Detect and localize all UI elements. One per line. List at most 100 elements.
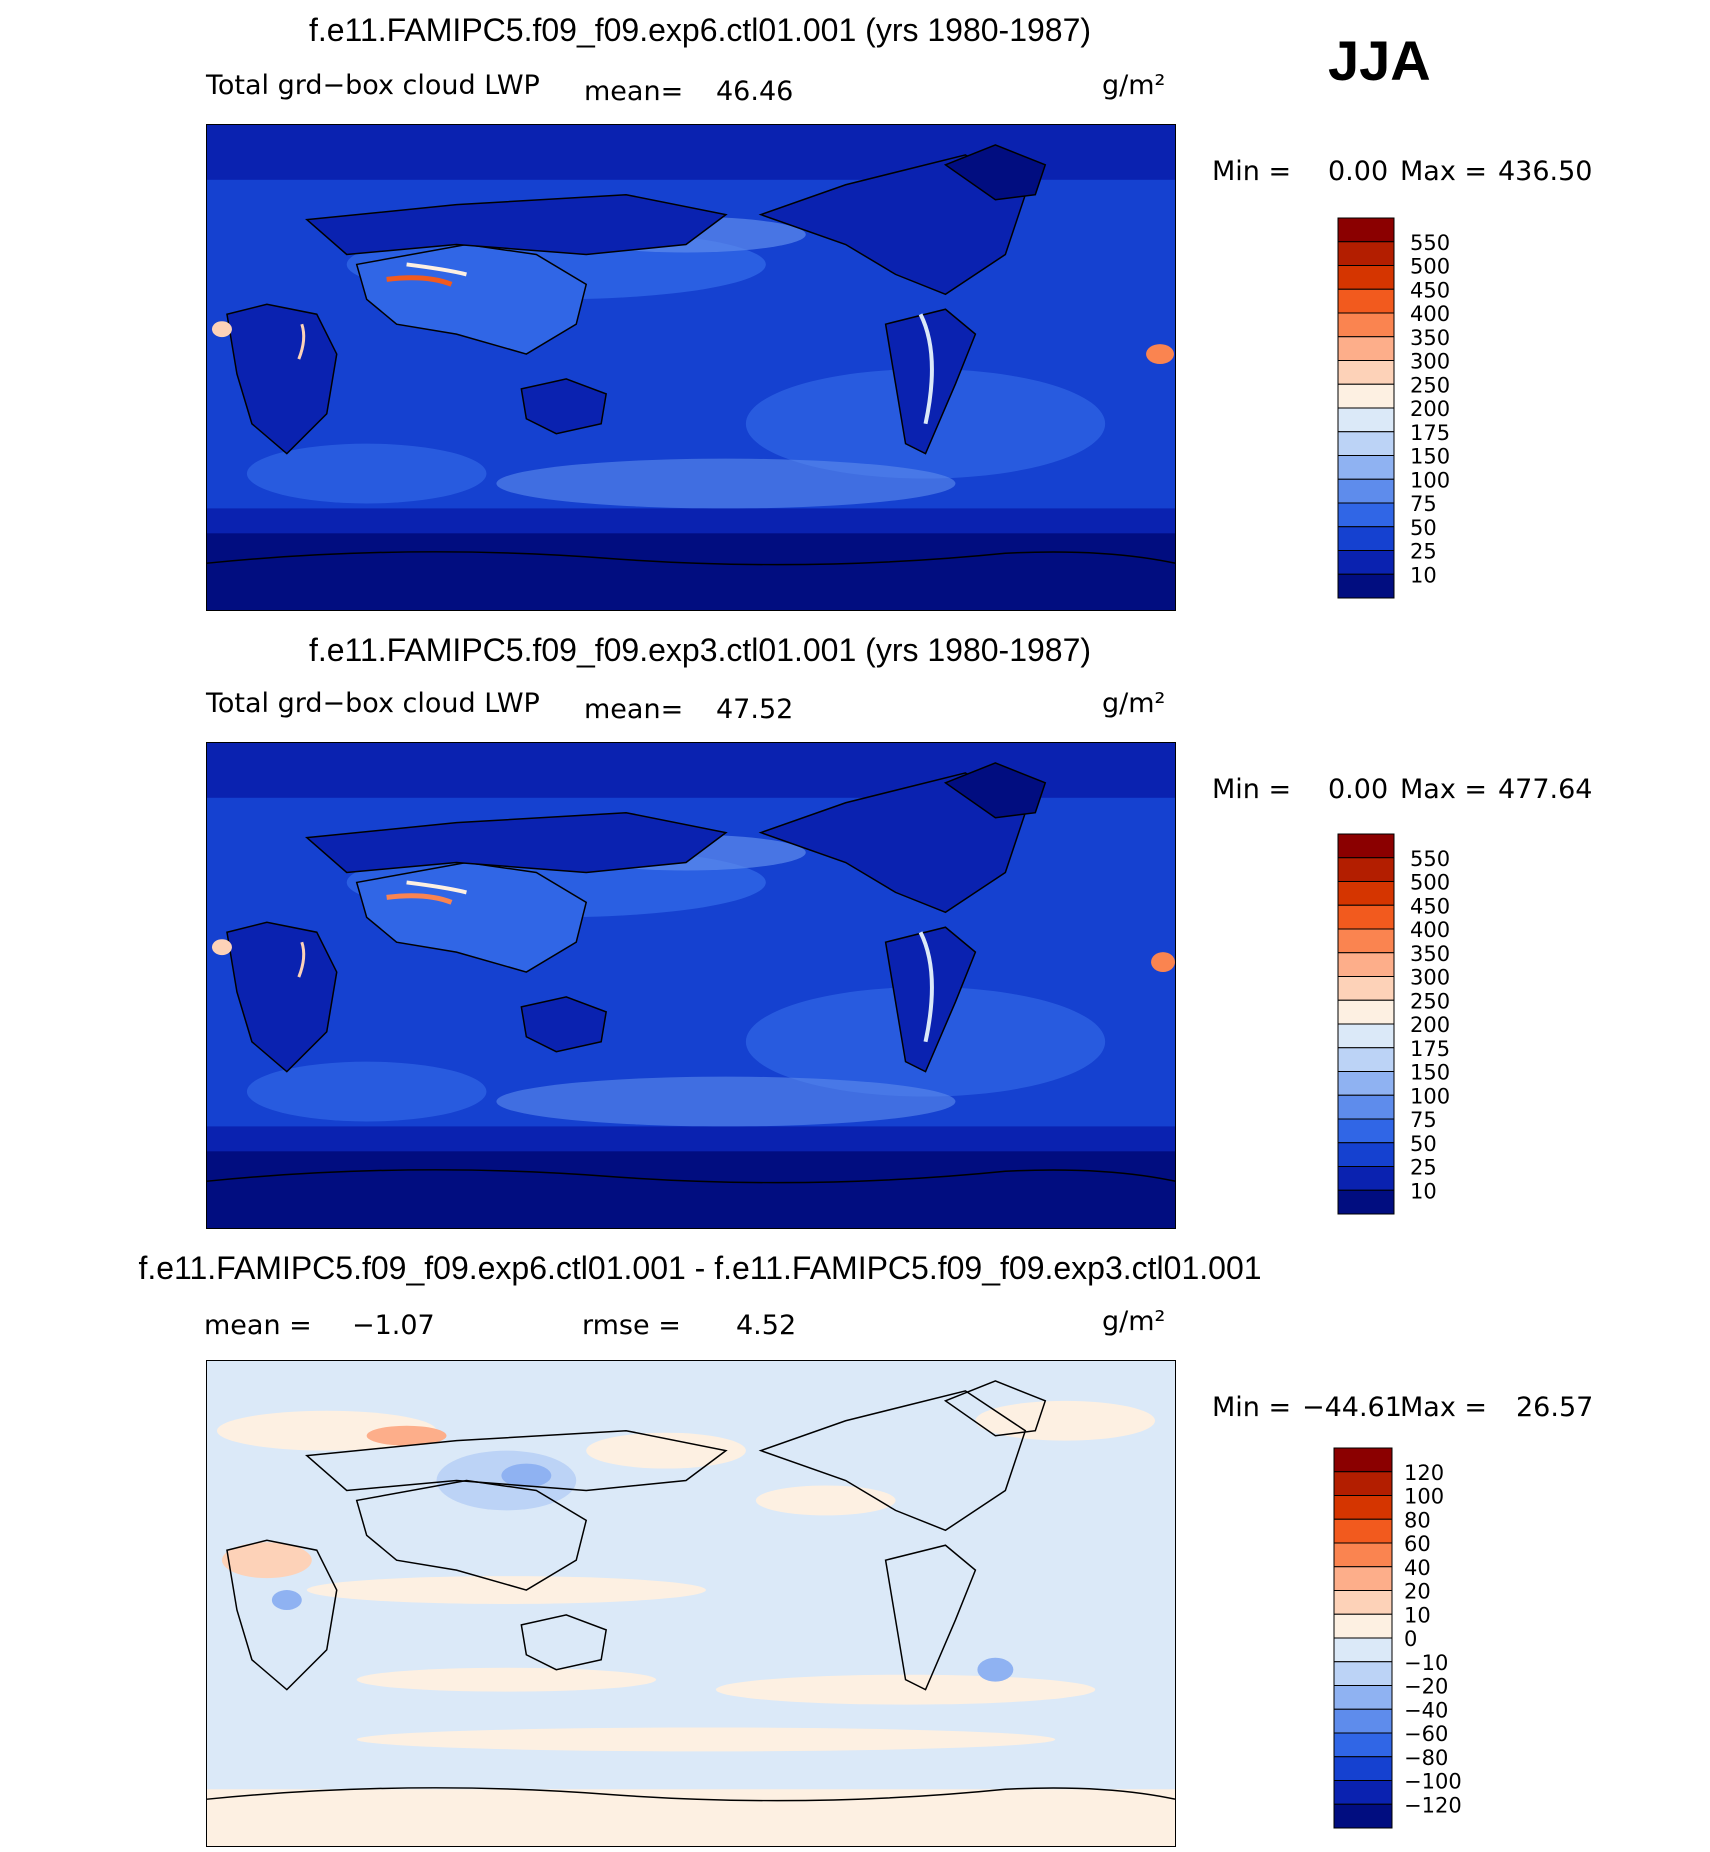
panel2-min-label: Min =	[1212, 774, 1292, 805]
colorbar-panel1-swatch	[1337, 288, 1395, 314]
colorbar-panel1-swatch	[1337, 407, 1395, 433]
colorbar-panel3-swatch	[1333, 1518, 1393, 1544]
panel3-units: g/m²	[1102, 1306, 1166, 1337]
colorbar-panel1-tick-label: 75	[1410, 492, 1437, 516]
colorbar-panel1-swatch	[1337, 360, 1395, 385]
panel3-mean-value: −1.07	[352, 1310, 435, 1341]
panel3-title: f.e11.FAMIPC5.f09_f09.exp6.ctl01.001 - f…	[138, 1250, 1262, 1286]
panel2-min-value: 0.00	[1328, 774, 1389, 805]
colorbar-panel2-swatch	[1337, 1142, 1395, 1167]
colorbar-panel3-tick-label: 40	[1404, 1556, 1431, 1580]
colorbar-panel2-tick-label: 100	[1410, 1084, 1450, 1108]
colorbar-panel1-tick-label: 175	[1410, 421, 1450, 445]
colorbar-panel2-tick-label: 10	[1410, 1179, 1437, 1203]
panel1-mean-label: mean=	[584, 76, 684, 107]
panel1-min-label: Min =	[1212, 156, 1292, 187]
colorbar-panel3-swatch	[1333, 1495, 1393, 1520]
colorbar-panel3-tick-label: 60	[1404, 1532, 1431, 1556]
colorbar-panel3-swatch	[1333, 1756, 1393, 1781]
panel2-title: f.e11.FAMIPC5.f09_f09.exp3.ctl01.001 (yr…	[308, 632, 1092, 668]
colorbar-panel2-swatch	[1337, 857, 1395, 882]
colorbar-panel1-tick-label: 550	[1410, 231, 1450, 255]
panel3-rmse-label: rmse =	[582, 1310, 681, 1341]
colorbar-panel3-tick-label: −20	[1404, 1675, 1448, 1699]
colorbar-panel2-swatch	[1337, 1118, 1395, 1144]
colorbar-panel2-swatch	[1337, 928, 1395, 954]
panel2-mean-value: 47.52	[716, 694, 794, 725]
colorbar-panel1-swatch	[1337, 217, 1395, 243]
colorbar-panel2-swatch	[1337, 1023, 1395, 1049]
colorbar-panel1-swatch	[1337, 241, 1395, 266]
colorbar-panel3-swatch	[1333, 1447, 1393, 1473]
colorbar-panel1-swatch	[1337, 383, 1395, 409]
colorbar-panel2-swatch	[1337, 904, 1395, 930]
colorbar-panel1-swatch	[1337, 526, 1395, 551]
colorbar-panel1-swatch	[1337, 312, 1395, 338]
colorbar-panel2-tick-label: 50	[1410, 1132, 1437, 1156]
colorbar-panel2-swatch	[1337, 1071, 1395, 1096]
colorbar-panel2-swatch	[1337, 999, 1395, 1025]
panel1-variable: Total grd−box cloud LWP	[206, 70, 540, 101]
panel1-max-label: Max =	[1400, 156, 1488, 187]
colorbar-panel3-tick-label: −40	[1404, 1698, 1448, 1722]
colorbar-panel2-swatch	[1337, 1094, 1395, 1120]
colorbar-panel2-tick-label: 200	[1410, 1013, 1450, 1037]
panel1-title: f.e11.FAMIPC5.f09_f09.exp6.ctl01.001 (yr…	[308, 12, 1092, 48]
colorbar-panel2-tick-label: 450	[1410, 894, 1450, 918]
colorbar-panel1-tick-label: 50	[1410, 516, 1437, 540]
colorbar-panel2-tick-label: 400	[1410, 918, 1450, 942]
colorbar-panel2-tick-label: 175	[1410, 1037, 1450, 1061]
colorbar-panel2-tick-label: 250	[1410, 989, 1450, 1013]
panel1-units: g/m²	[1102, 70, 1166, 101]
panel3-max-value: 26.57	[1516, 1392, 1594, 1423]
colorbar-panel2-swatch	[1337, 881, 1395, 906]
colorbar-panel3-tick-label: −100	[1404, 1770, 1462, 1794]
panel2-variable: Total grd−box cloud LWP	[206, 688, 540, 719]
colorbar-panel3-swatch	[1333, 1803, 1393, 1829]
colorbar-panel3-tick-label: −120	[1404, 1793, 1462, 1817]
colorbar-panel1-swatch	[1337, 265, 1395, 290]
colorbar-panel3-swatch	[1333, 1661, 1393, 1686]
colorbar-panel1-tick-label: 25	[1410, 540, 1437, 564]
colorbar-panel1-swatch	[1337, 431, 1395, 456]
colorbar-panel1-swatch	[1337, 502, 1395, 528]
panel3-mean-label: mean =	[204, 1310, 312, 1341]
colorbar-panel3-swatch	[1333, 1780, 1393, 1805]
panel1-max-value: 436.50	[1498, 156, 1593, 187]
panel1-min-value: 0.00	[1328, 156, 1389, 187]
colorbar-panel2-tick-label: 550	[1410, 847, 1450, 871]
colorbar-panel2-swatch	[1337, 952, 1395, 977]
panel2-max-label: Max =	[1400, 774, 1488, 805]
panel2-units: g/m²	[1102, 688, 1166, 719]
panel2-lwp-map	[206, 742, 1176, 1229]
colorbar-panel2-swatch	[1337, 976, 1395, 1001]
colorbar-panel1-tick-label: 500	[1410, 255, 1450, 279]
colorbar-panel1-swatch	[1337, 573, 1395, 599]
colorbar-panel2-swatch	[1337, 833, 1395, 859]
colorbar-panel1-tick-label: 150	[1410, 445, 1450, 469]
panel3-max-label: Max =	[1400, 1392, 1488, 1423]
colorbar-panel3-tick-label: 0	[1404, 1627, 1417, 1651]
colorbar-panel3-tick-label: 20	[1404, 1580, 1431, 1604]
colorbar-panel3-swatch	[1333, 1708, 1393, 1734]
colorbar-panel2-tick-label: 75	[1410, 1108, 1437, 1132]
panel3-rmse-value: 4.52	[736, 1310, 797, 1341]
colorbar-panel3-swatch	[1333, 1732, 1393, 1758]
season-label: JJA	[1328, 29, 1431, 92]
colorbar-panel3-swatch	[1333, 1685, 1393, 1710]
panel2-mean-label: mean=	[584, 694, 684, 725]
colorbar-panel3-swatch	[1333, 1471, 1393, 1496]
colorbar-panel3-tick-label: −60	[1404, 1722, 1448, 1746]
colorbar-panel1-tick-label: 200	[1410, 397, 1450, 421]
colorbar-panel2-tick-label: 500	[1410, 871, 1450, 895]
panel2-max-value: 477.64	[1498, 774, 1593, 805]
panel1-mean-value: 46.46	[716, 76, 794, 107]
colorbar-panel2-tick-label: 300	[1410, 966, 1450, 990]
colorbar-panel1-tick-label: 100	[1410, 468, 1450, 492]
colorbar-panel1-swatch	[1337, 478, 1395, 504]
colorbar-panel1-swatch	[1337, 550, 1395, 575]
colorbar-panel3-swatch	[1333, 1542, 1393, 1568]
colorbar-panel3-tick-label: −80	[1404, 1746, 1448, 1770]
panel1-lwp-map	[206, 124, 1176, 611]
colorbar-panel1-tick-label: 400	[1410, 302, 1450, 326]
